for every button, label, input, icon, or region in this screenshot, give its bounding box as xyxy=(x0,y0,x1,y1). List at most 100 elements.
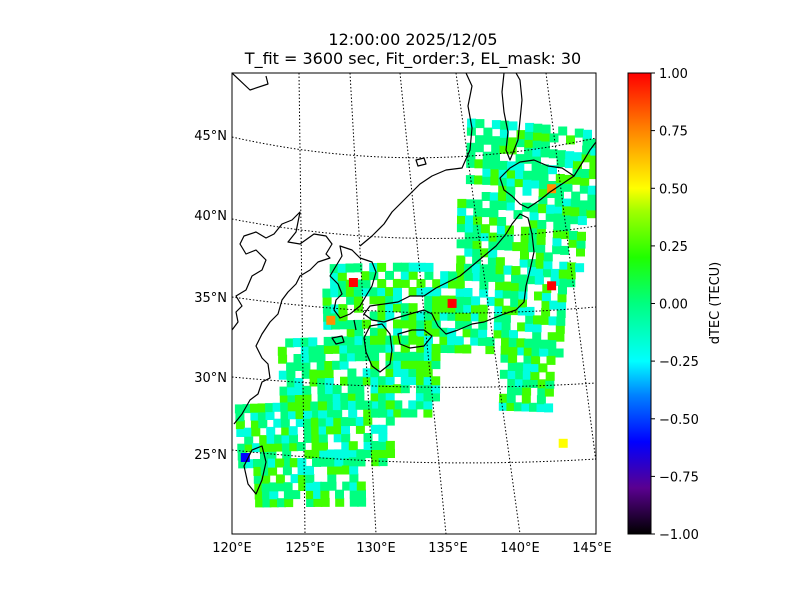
dtec-pixel xyxy=(361,271,371,281)
dtec-pixel xyxy=(291,490,301,500)
dtec-pixel xyxy=(393,287,402,296)
dtec-pixel xyxy=(340,417,350,427)
dtec-pixel xyxy=(423,384,433,394)
dtec-pixel xyxy=(465,215,474,225)
dtec-pixel xyxy=(576,239,586,249)
dtec-pixel xyxy=(543,268,552,278)
dtec-pixel xyxy=(463,271,473,281)
dtec-pixel xyxy=(538,196,548,206)
dtec-pixel xyxy=(493,321,503,331)
dtec-pixel xyxy=(560,230,570,240)
dtec-pixel xyxy=(408,270,418,280)
lat-label-30: 30°N xyxy=(194,371,227,386)
dtec-pixel xyxy=(507,137,517,147)
dtec-pixel xyxy=(347,392,357,402)
dtec-pixel xyxy=(505,201,515,211)
dtec-pixel xyxy=(480,224,490,234)
dtec-pixel xyxy=(393,319,402,329)
dtec-pixel xyxy=(317,385,327,395)
coastline-korea xyxy=(329,245,377,319)
dtec-pixel xyxy=(325,417,335,427)
dtec-pixel xyxy=(416,287,426,297)
dtec-pixel xyxy=(464,223,474,233)
dtec-pixel xyxy=(354,344,364,354)
dtec-pixel xyxy=(265,411,275,420)
dtec-pixel xyxy=(503,281,512,291)
dtec-pixel xyxy=(561,214,571,224)
dtec-pixel xyxy=(310,401,320,411)
dtec-pixel xyxy=(316,361,326,371)
parallel-25n xyxy=(232,449,596,464)
dtec-pixel xyxy=(353,263,363,273)
dtec-pixel xyxy=(408,400,418,410)
dtec-pixel xyxy=(377,262,387,272)
dtec-pixel xyxy=(284,498,294,508)
dtec-pixel xyxy=(423,408,433,418)
dtec-pixel xyxy=(327,465,337,475)
dtec-pixel xyxy=(424,327,433,337)
dtec-pixel xyxy=(485,345,495,355)
dtec-pixel xyxy=(400,343,410,353)
dtec-pixel xyxy=(377,335,387,345)
dtec-pixel xyxy=(456,223,466,233)
dtec-pixel xyxy=(324,361,334,370)
dtec-pixel xyxy=(361,287,371,297)
dtec-pixel xyxy=(289,458,299,468)
dtec-pixel xyxy=(462,344,472,354)
dtec-pixel xyxy=(277,498,286,508)
dtec-pixel xyxy=(303,409,313,419)
dtec-pixel xyxy=(564,159,574,169)
dtec-pixel xyxy=(488,232,498,242)
dtec-pixel xyxy=(471,272,481,282)
dtec-pixel xyxy=(378,408,388,418)
dtec-pixel xyxy=(497,201,507,210)
dtec-pixel xyxy=(331,336,341,346)
dtec-pixel xyxy=(510,298,520,308)
dtec-pixel xyxy=(540,148,550,158)
dtec-pixel xyxy=(393,359,403,369)
dtec-pixel xyxy=(385,343,395,353)
dtec-pixel xyxy=(310,417,320,427)
dtec-pixel xyxy=(415,392,425,402)
dtec-pixel xyxy=(580,169,590,178)
dtec-pixel xyxy=(267,442,276,452)
dtec-pixel xyxy=(243,427,253,437)
dtec-pixel xyxy=(532,155,541,165)
dtec-pixel xyxy=(515,170,524,180)
dtec-pixel xyxy=(400,303,410,313)
dtec-pixel xyxy=(548,149,558,159)
dtec-pixel xyxy=(525,314,535,324)
dtec-pixel xyxy=(312,481,322,491)
dtec-pixel xyxy=(542,284,552,294)
dtec-pixel xyxy=(603,211,612,220)
dtec-pixel xyxy=(324,369,334,378)
dtec-pixel xyxy=(327,481,337,491)
dtec-pixel xyxy=(547,340,557,350)
dtec-pixel xyxy=(465,199,475,209)
dtec-pixel xyxy=(349,465,359,475)
dtec-pixel xyxy=(494,297,504,307)
dtec-pixel xyxy=(478,312,488,322)
dtec-pixel xyxy=(485,337,495,347)
dtec-pixel xyxy=(345,287,355,297)
dtec-pixel xyxy=(508,354,518,363)
dtec-pixel xyxy=(385,384,395,394)
dtec-pixel xyxy=(496,241,506,251)
dtec-pixel xyxy=(566,278,576,288)
dtec-pixel xyxy=(333,409,343,419)
dtec-pixel xyxy=(408,335,418,345)
dtec-pixel xyxy=(488,240,498,250)
dtec-pixel xyxy=(322,288,332,298)
dtec-pixel xyxy=(556,158,566,168)
dtec-pixel xyxy=(573,152,583,162)
dtec-pixel xyxy=(577,231,586,241)
dtec-pixel xyxy=(574,128,584,138)
lon-label-145: 145°E xyxy=(572,541,612,556)
dtec-pixel xyxy=(547,332,557,342)
dtec-pixel xyxy=(501,329,511,339)
dtec-pixel xyxy=(516,130,526,140)
dtec-pixel xyxy=(377,287,387,297)
dtec-pixel xyxy=(244,435,254,445)
dtec-pixel xyxy=(408,368,418,377)
dtec-pixel xyxy=(305,481,315,491)
